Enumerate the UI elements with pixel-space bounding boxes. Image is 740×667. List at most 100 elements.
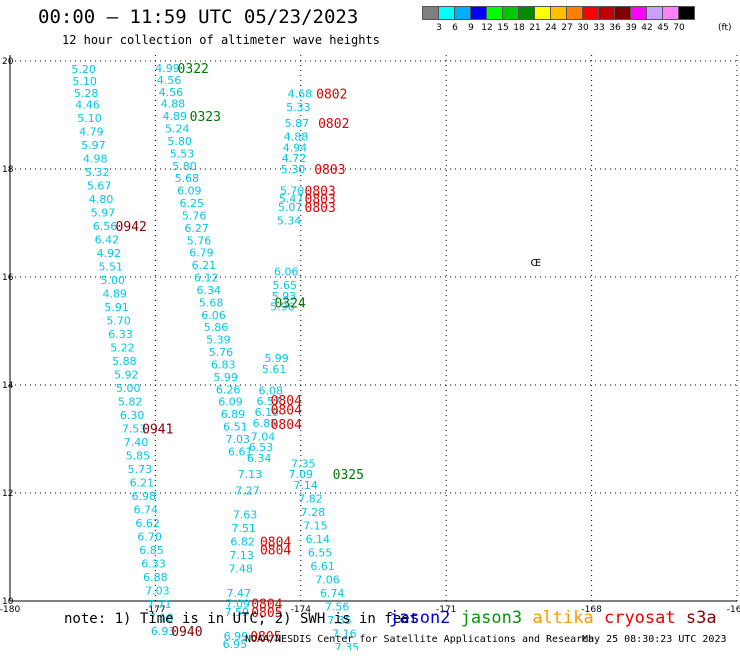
wave-height-point: 6.19 bbox=[255, 406, 280, 419]
wave-height-point: 5.34 bbox=[277, 214, 302, 227]
chart-subtitle: 12 hour collection of altimeter wave hei… bbox=[62, 33, 380, 47]
map-annotation: Œ bbox=[531, 258, 542, 269]
colorbar-tick-label: 27 bbox=[561, 23, 573, 33]
wave-height-point: 4.89 bbox=[163, 110, 188, 123]
wave-height-point: 5.76 bbox=[187, 234, 212, 247]
x-tick-label: -174 bbox=[291, 605, 312, 615]
x-tick-label: -177 bbox=[145, 605, 165, 615]
colorbar-tick-label: 24 bbox=[545, 23, 557, 33]
pass-label: 0941 bbox=[142, 423, 173, 438]
wave-height-point: 6.21 bbox=[192, 259, 217, 272]
y-tick-label: 10 bbox=[2, 597, 14, 607]
wave-height-point: 7.13 bbox=[238, 468, 263, 481]
y-tick-label: 14 bbox=[2, 381, 14, 391]
wave-height-point: 7.35 bbox=[335, 641, 360, 650]
pass-label: 0940 bbox=[171, 625, 202, 640]
wave-height-point: 7.03 bbox=[226, 433, 251, 446]
wave-height-point: 5.47 bbox=[279, 193, 304, 206]
wave-height-point: 5.28 bbox=[74, 87, 99, 100]
wave-height-point: 5.00 bbox=[116, 382, 141, 395]
wave-height-point: 6.21 bbox=[130, 477, 155, 490]
pass-label: 0804 bbox=[271, 403, 302, 418]
colorbar-tick-label: 9 bbox=[468, 23, 474, 33]
wave-height-point: 5.93 bbox=[272, 290, 297, 303]
pass-label: 0804 bbox=[271, 394, 302, 409]
wave-height-point: 4.92 bbox=[97, 247, 122, 260]
wave-height-point: 6.57 bbox=[257, 395, 282, 408]
x-tick-label: -171 bbox=[436, 605, 456, 615]
note-text: note: 1) Time is in UTC; 2) SWH is in fe… bbox=[64, 611, 419, 627]
wave-height-point: 7.82 bbox=[298, 492, 323, 505]
colorbar-tick-label: 45 bbox=[657, 23, 669, 33]
wave-height-point: 6.51 bbox=[223, 421, 248, 434]
colorbar-legend: 3 6 9 12 15 18 21 24 27 30 33 36 39 42 45 70 (ft) bbox=[422, 6, 732, 33]
wave-height-point: 7.53 bbox=[122, 423, 147, 436]
wave-height-point: 5.30 bbox=[281, 163, 306, 176]
pass-label: 0324 bbox=[274, 296, 305, 311]
wave-height-point: 6.99 bbox=[224, 630, 249, 643]
wave-height-point: 6.56 bbox=[93, 220, 118, 233]
colorbar-tick-label: 15 bbox=[497, 23, 509, 33]
pass-label: 0802 bbox=[316, 87, 347, 102]
timestamp-text: May 25 08:30:23 UTC 2023 bbox=[582, 634, 727, 645]
wave-height-point: 7.40 bbox=[124, 436, 149, 449]
pass-label: 0322 bbox=[178, 62, 209, 77]
x-tick-label: -168 bbox=[581, 605, 602, 615]
wave-height-point: 6.89 bbox=[221, 408, 246, 421]
wave-height-point: 7.47 bbox=[227, 587, 252, 600]
colorbar-tick-label: 36 bbox=[609, 23, 621, 33]
wave-height-point: 7.56 bbox=[325, 600, 350, 613]
wave-height-point: 4.88 bbox=[284, 131, 309, 144]
colorbar-tick-label: 12 bbox=[481, 23, 493, 33]
colorbar-tick-label: 3 bbox=[436, 23, 442, 33]
wave-height-point: 7.15 bbox=[303, 519, 328, 532]
y-tick-label: 18 bbox=[2, 165, 14, 175]
wave-height-point: 7.35 bbox=[291, 457, 316, 470]
wave-height-point: 4.98 bbox=[83, 153, 108, 166]
colorbar-tick-label: 18 bbox=[513, 23, 525, 33]
wave-height-point: 5.92 bbox=[114, 369, 139, 382]
pass-label: 0803 bbox=[305, 201, 336, 216]
pass-label: 0805 bbox=[250, 630, 281, 645]
wave-height-point: 5.76 bbox=[182, 209, 207, 222]
wave-height-point: 6.14 bbox=[306, 533, 331, 546]
wave-height-point: 5.76 bbox=[209, 346, 234, 359]
wave-height-point: 6.42 bbox=[95, 234, 120, 247]
wave-height-point: 6.85 bbox=[253, 417, 278, 430]
wave-height-point: 5.97 bbox=[91, 207, 116, 220]
pass-label: 0803 bbox=[314, 163, 345, 178]
wave-height-point: 5.61 bbox=[262, 363, 287, 376]
wave-height-point: 5.68 bbox=[199, 296, 224, 309]
legend-jason3: jason3 bbox=[460, 608, 533, 628]
wave-height-point: 5.87 bbox=[285, 117, 310, 130]
wave-height-point: 5.10 bbox=[72, 75, 97, 88]
wave-height-point: 6.33 bbox=[141, 558, 166, 571]
wave-height-point: 5.88 bbox=[112, 355, 137, 368]
pass-label: 0804 bbox=[260, 536, 291, 551]
wave-height-point: 6.61 bbox=[310, 560, 335, 573]
wave-height-point: 6.27 bbox=[184, 222, 209, 235]
wave-height-point: 6.08 bbox=[259, 384, 284, 397]
wave-height-point: 5.70 bbox=[280, 185, 305, 198]
wave-height-point: 5.65 bbox=[273, 279, 298, 292]
wave-height-point: 4.79 bbox=[79, 126, 104, 139]
pass-label: 0804 bbox=[251, 598, 282, 613]
wave-height-point: 5.22 bbox=[110, 342, 135, 355]
wave-height-point: 4.68 bbox=[288, 87, 313, 100]
wave-height-point: 5.99 bbox=[264, 352, 289, 365]
wave-height-point: 6.74 bbox=[133, 504, 158, 517]
x-tick-label: -165 bbox=[727, 605, 740, 615]
wave-height-point: 6.55 bbox=[308, 546, 333, 559]
wave-height-point: 6.70 bbox=[137, 531, 162, 544]
wave-height-point: 6.83 bbox=[211, 358, 236, 371]
wave-height-point: 7.16 bbox=[332, 627, 357, 640]
colorbar-tick-label: 6 bbox=[452, 23, 458, 33]
colorbar-swatches bbox=[422, 6, 695, 20]
x-tick-label: -180 bbox=[0, 605, 20, 615]
wave-height-point: 5.32 bbox=[85, 166, 110, 179]
wave-height-point: 6.61 bbox=[228, 445, 253, 458]
wave-height-point: 6.98 bbox=[132, 490, 157, 503]
pass-label: 0942 bbox=[116, 220, 147, 235]
pass-label: 0802 bbox=[318, 117, 349, 132]
wave-height-point: 6.62 bbox=[135, 517, 160, 530]
